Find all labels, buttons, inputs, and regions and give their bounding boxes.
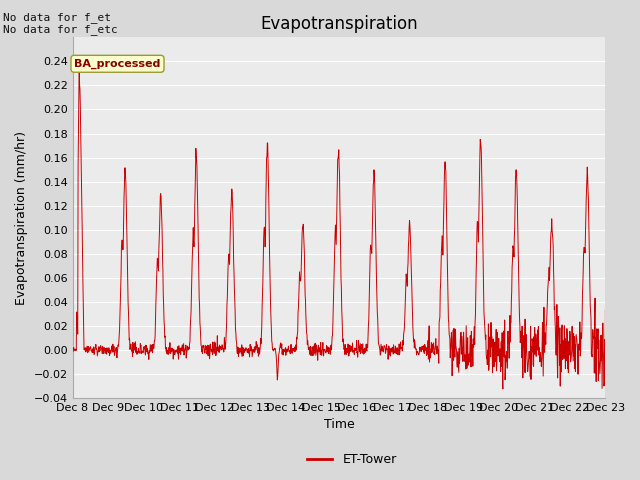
Text: BA_processed: BA_processed: [74, 59, 161, 69]
Text: No data for f_et
No data for f_etc: No data for f_et No data for f_etc: [3, 12, 118, 36]
Title: Evapotranspiration: Evapotranspiration: [260, 15, 418, 33]
Legend: ET-Tower: ET-Tower: [302, 448, 402, 471]
X-axis label: Time: Time: [324, 419, 355, 432]
Y-axis label: Evapotranspiration (mm/hr): Evapotranspiration (mm/hr): [15, 131, 28, 305]
